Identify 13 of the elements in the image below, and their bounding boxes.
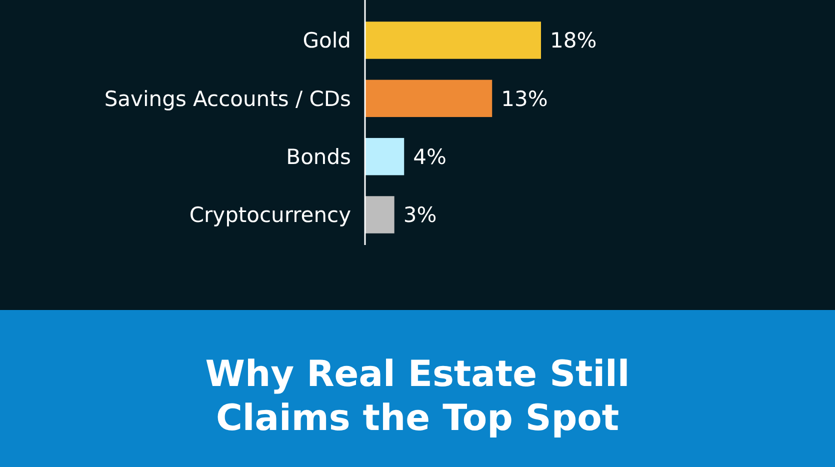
text: Why Real Estate Still Claims the Top Spot — [205, 354, 630, 439]
y-tick-label: Bonds — [286, 144, 351, 169]
bar — [365, 138, 404, 176]
data-label: 3% — [403, 203, 437, 228]
bar — [365, 80, 492, 118]
data-label: 4% — [413, 144, 446, 169]
y-tick-label: Cryptocurrency — [189, 203, 351, 228]
y-tick-label: Savings Accounts / CDs — [104, 86, 351, 111]
data-label: 13% — [501, 86, 548, 111]
y-tick-label: Gold — [302, 28, 351, 53]
bar — [365, 196, 394, 234]
data-label: 18% — [550, 28, 597, 53]
bar — [365, 22, 541, 59]
